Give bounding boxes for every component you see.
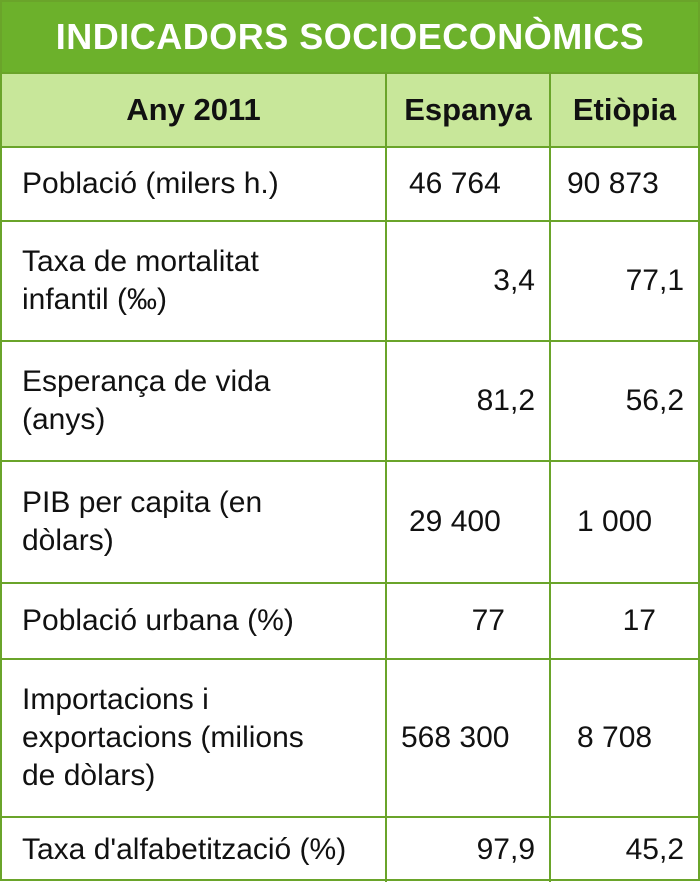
ethiopia-value: 56,2 (549, 340, 698, 462)
table-row: PIB per capita (en dòlars) 29 400 1 000 (2, 460, 698, 584)
row-label: Població urbana (%) (2, 582, 387, 660)
spain-value: 81,2 (385, 340, 551, 462)
header-row: Any 2011 Espanya Etiòpia (2, 74, 698, 148)
table-title: INDICADORS SOCIOECONÒMICS (2, 2, 698, 74)
table-row: Importacions i exportacions (milions de … (2, 658, 698, 818)
spain-value: 568 300 (385, 658, 551, 818)
table-row: Població urbana (%) 77 17 (2, 582, 698, 660)
header-year: Any 2011 (2, 74, 387, 148)
ethiopia-value: 1 000 (549, 460, 698, 584)
spain-value: 97,9 (385, 816, 551, 882)
ethiopia-value: 8 708 (549, 658, 698, 818)
ethiopia-value: 17 (549, 582, 698, 660)
ethiopia-value: 45,2 (549, 816, 698, 882)
spain-value: 77 (385, 582, 551, 660)
ethiopia-value: 90 873 (549, 146, 698, 222)
header-ethiopia: Etiòpia (549, 74, 698, 148)
row-label: Població (milers h.) (2, 146, 387, 222)
table-row: Esperança de vida (anys) 81,2 56,2 (2, 340, 698, 462)
row-label: Importacions i exportacions (milions de … (2, 658, 387, 818)
row-label: Taxa de mortalitat infantil (‰) (2, 220, 387, 342)
spain-value: 3,4 (385, 220, 551, 342)
table-row: Població (milers h.) 46 764 90 873 (2, 146, 698, 222)
table-row: Taxa d'alfabetització (%) 97,9 45,2 (2, 816, 698, 882)
ethiopia-value: 77,1 (549, 220, 698, 342)
row-label: PIB per capita (en dòlars) (2, 460, 387, 584)
header-spain: Espanya (385, 74, 551, 148)
spain-value: 46 764 (385, 146, 551, 222)
row-label: Taxa d'alfabetització (%) (2, 816, 387, 882)
row-label: Esperança de vida (anys) (2, 340, 387, 462)
table-row: Taxa de mortalitat infantil (‰) 3,4 77,1 (2, 220, 698, 342)
indicators-table: Any 2011 Espanya Etiòpia Població (miler… (2, 74, 698, 882)
spain-value: 29 400 (385, 460, 551, 584)
